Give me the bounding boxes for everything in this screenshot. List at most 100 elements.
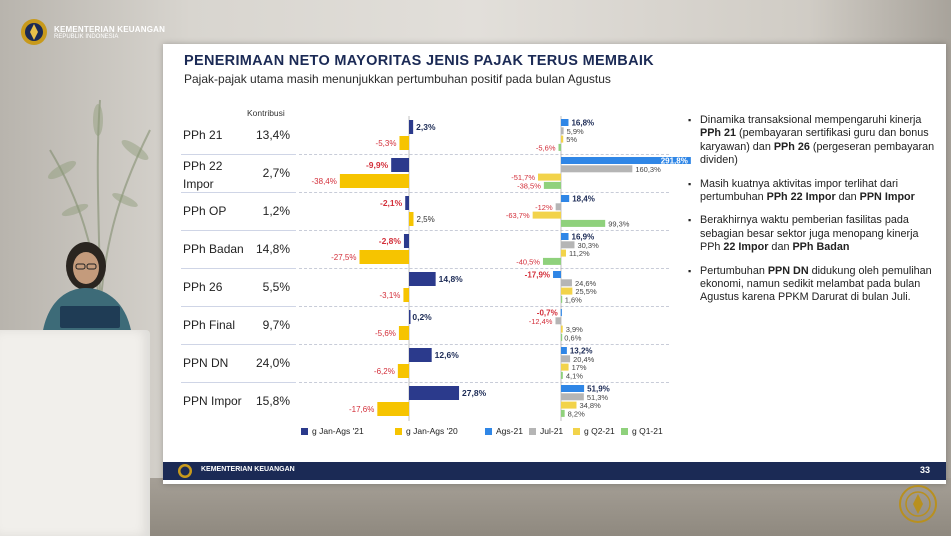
ministry-emblem-icon — [21, 19, 47, 45]
decorative-plant — [47, 99, 151, 310]
label-q2-21: -51,7% — [511, 173, 535, 182]
label-q1-21: 1,6% — [565, 295, 582, 304]
label-q1-21: 4,1% — [566, 371, 583, 380]
label-jan21: -9,9% — [366, 160, 389, 170]
bar-jan21 — [409, 120, 414, 134]
footer-org-name: KEMENTERIAN KEUANGAN — [201, 466, 295, 473]
bar-jul21 — [561, 355, 571, 363]
label-jul21: 30,3% — [577, 241, 599, 250]
bar-jul21 — [561, 241, 575, 249]
label-jan20: -6,2% — [374, 367, 395, 376]
label-q1-21: 0,6% — [564, 333, 581, 342]
legend-jan21: g Jan-Ags '21 — [301, 426, 364, 436]
bar-jan20 — [409, 212, 414, 226]
row-separator — [181, 306, 296, 307]
bar-q1-21 — [543, 181, 561, 189]
label-ags21: 51,9% — [587, 385, 610, 394]
label-q1-21: -5,6% — [536, 143, 556, 152]
row-separator — [181, 230, 296, 231]
bar-jan20 — [339, 174, 409, 188]
label-ags21: 16,9% — [572, 233, 595, 242]
commentary-bullet: Berakhirnya waktu pemberian fasilitas pa… — [688, 214, 938, 254]
bar-q1-21 — [561, 371, 563, 379]
legend-swatch-icon — [621, 427, 628, 435]
org-sub: REPUBLIK INDONESIA — [54, 33, 119, 40]
row-divider — [299, 306, 669, 307]
legend-label: Jul-21 — [540, 426, 564, 436]
label-jan20: -5,3% — [376, 139, 397, 148]
bar-jan20 — [398, 326, 409, 340]
commentary-bullets: Dinamika transaksional mempengaruhi kine… — [688, 114, 938, 315]
bar-q1-21 — [542, 257, 561, 265]
legend-swatch-icon — [301, 427, 308, 435]
label-jan21: 14,8% — [439, 274, 464, 284]
bar-jan20 — [397, 364, 409, 378]
bar-jul21 — [561, 393, 584, 401]
bar-ags21 — [561, 157, 691, 164]
label-ags21: 18,4% — [572, 195, 595, 204]
ministry-emblem-icon — [178, 464, 192, 478]
bar-q2-21 — [561, 401, 577, 409]
row-kontribusi: 24,0% — [256, 356, 291, 370]
legend-label: g Jan-Ags '21 — [312, 426, 364, 436]
bar-jul21 — [561, 165, 633, 173]
label-jul21: -12% — [535, 203, 553, 212]
bar-q1-21 — [561, 409, 565, 417]
label-jul21: 5,9% — [567, 127, 584, 136]
bar-q2-21 — [561, 363, 569, 371]
label-q2-21: -63,7% — [506, 211, 530, 220]
legend-swatch-icon — [573, 427, 580, 435]
bar-q2-21 — [537, 173, 561, 181]
org-name: KEMENTERIAN KEUANGAN — [54, 24, 166, 34]
bar-jan20 — [359, 250, 409, 264]
row-divider — [299, 154, 669, 155]
label-ags21: -17,9% — [525, 271, 550, 280]
label-q1-21: -40,5% — [516, 257, 540, 266]
bar-q2-21 — [561, 287, 573, 295]
legend-swatch-icon — [395, 427, 402, 435]
label-jan20: -38,4% — [312, 177, 337, 186]
bar-jan21 — [405, 196, 409, 210]
ministry-watermark-icon — [899, 485, 937, 523]
row-kontribusi: 1,2% — [262, 204, 290, 218]
bar-jul21 — [555, 203, 561, 211]
label-ags21: -0,7% — [537, 309, 558, 318]
bar-ags21 — [561, 195, 570, 202]
label-q2-21: 25,5% — [575, 287, 597, 296]
label-ags21: 291,8% — [661, 157, 688, 166]
presenter-video — [42, 242, 132, 336]
label-jan21: 0,2% — [412, 312, 432, 322]
row-kontribusi: 5,5% — [262, 280, 290, 294]
org-logo-header: KEMENTERIAN KEUANGAN REPUBLIK INDONESIA — [20, 18, 165, 46]
commentary-bullet: Pertumbuhan PPN DN didukung oleh pemulih… — [688, 265, 938, 305]
row-label: PPh OP — [183, 204, 227, 218]
bar-ags21 — [560, 309, 562, 316]
label-jan20: -17,6% — [349, 405, 374, 414]
label-jan20: -3,1% — [380, 291, 401, 300]
legend-label: g Jan-Ags '20 — [406, 426, 458, 436]
bar-jan21 — [409, 272, 436, 286]
label-jul21: 20,4% — [573, 355, 595, 364]
bar-jan20 — [399, 136, 409, 150]
bar-jan21 — [409, 386, 460, 400]
legend-swatch-icon — [529, 427, 536, 435]
label-jan21: 27,8% — [462, 388, 487, 398]
legend-swatch-icon — [485, 427, 492, 435]
row-divider — [299, 382, 669, 383]
bar-q1-21 — [561, 333, 563, 341]
kontribusi-header: Kontribusi — [247, 108, 285, 118]
bar-jul21 — [561, 127, 564, 135]
label-q2-21: 5% — [566, 135, 577, 144]
bar-q1-21 — [558, 143, 561, 151]
bar-jul21 — [561, 279, 572, 287]
row-kontribusi: 9,7% — [262, 318, 290, 332]
label-ags21: 13,2% — [570, 347, 593, 356]
bar-jan21 — [403, 234, 409, 248]
presentation-slide: PENERIMAAN NETO MAYORITAS JENIS PAJAK TE… — [163, 44, 946, 484]
label-q2-21: 34,8% — [579, 401, 601, 410]
label-jan20: 2,5% — [417, 215, 435, 224]
bar-ags21 — [553, 271, 561, 278]
bar-jan21 — [391, 158, 409, 172]
bar-q2-21 — [532, 211, 561, 219]
row-kontribusi: 2,7% — [262, 166, 290, 180]
